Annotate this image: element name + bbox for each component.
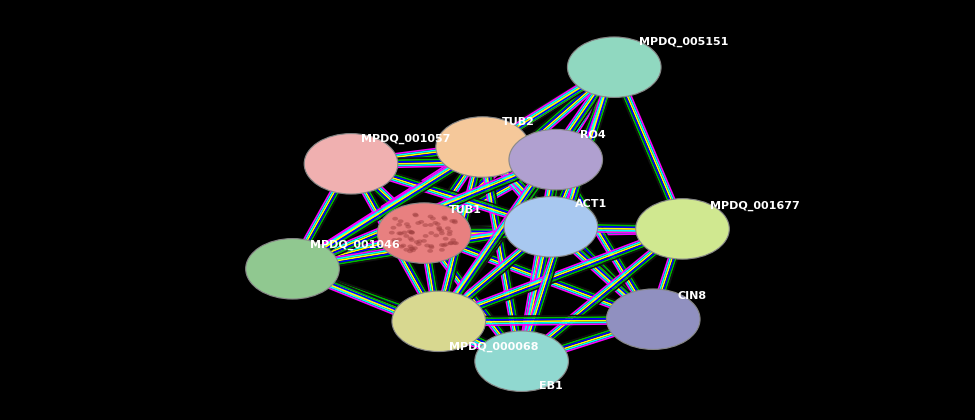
Ellipse shape — [436, 117, 529, 177]
Ellipse shape — [450, 238, 456, 242]
Ellipse shape — [433, 221, 439, 225]
Ellipse shape — [435, 222, 441, 226]
Ellipse shape — [396, 223, 402, 227]
Ellipse shape — [445, 226, 450, 230]
Ellipse shape — [397, 231, 403, 235]
Text: RO4: RO4 — [580, 130, 605, 140]
Ellipse shape — [408, 236, 413, 240]
Ellipse shape — [439, 231, 445, 235]
Ellipse shape — [448, 241, 453, 245]
Ellipse shape — [401, 244, 407, 247]
Text: EB1: EB1 — [539, 381, 563, 391]
Ellipse shape — [422, 223, 428, 227]
Ellipse shape — [509, 129, 603, 190]
Ellipse shape — [389, 231, 395, 234]
Ellipse shape — [428, 231, 434, 235]
Ellipse shape — [421, 239, 427, 243]
Text: TUB2: TUB2 — [502, 117, 535, 127]
Ellipse shape — [441, 244, 447, 247]
Ellipse shape — [411, 246, 417, 250]
Text: ACT1: ACT1 — [575, 199, 607, 209]
Ellipse shape — [443, 237, 449, 241]
Ellipse shape — [392, 217, 398, 220]
Ellipse shape — [439, 229, 445, 233]
Ellipse shape — [430, 217, 436, 220]
Ellipse shape — [406, 225, 411, 228]
Ellipse shape — [427, 249, 433, 253]
Ellipse shape — [606, 289, 700, 349]
Ellipse shape — [402, 231, 408, 234]
Ellipse shape — [408, 249, 413, 253]
Text: MPDQ_000068: MPDQ_000068 — [448, 341, 538, 352]
Ellipse shape — [392, 240, 398, 244]
Ellipse shape — [475, 331, 568, 391]
Ellipse shape — [410, 247, 415, 250]
Ellipse shape — [443, 242, 449, 246]
Ellipse shape — [442, 215, 448, 219]
Ellipse shape — [452, 220, 458, 224]
Ellipse shape — [413, 213, 419, 217]
Ellipse shape — [437, 227, 443, 231]
Ellipse shape — [410, 248, 416, 252]
Ellipse shape — [377, 203, 471, 263]
Ellipse shape — [398, 219, 404, 223]
Ellipse shape — [409, 238, 414, 242]
Ellipse shape — [392, 291, 486, 352]
Ellipse shape — [404, 234, 410, 238]
Ellipse shape — [404, 222, 410, 226]
Text: TUB1: TUB1 — [448, 205, 482, 215]
Ellipse shape — [433, 234, 439, 237]
Ellipse shape — [442, 217, 448, 221]
Text: MPDQ_001057: MPDQ_001057 — [361, 134, 450, 144]
Ellipse shape — [451, 219, 457, 223]
Ellipse shape — [418, 220, 424, 224]
Ellipse shape — [428, 223, 434, 227]
Text: CIN8: CIN8 — [678, 291, 707, 301]
Ellipse shape — [398, 231, 404, 235]
Ellipse shape — [399, 245, 405, 249]
Ellipse shape — [415, 242, 421, 246]
Ellipse shape — [448, 241, 453, 245]
Ellipse shape — [504, 197, 598, 257]
Ellipse shape — [451, 241, 457, 245]
Text: MPDQ_001046: MPDQ_001046 — [310, 239, 400, 249]
Ellipse shape — [447, 230, 452, 234]
Ellipse shape — [410, 231, 415, 235]
Text: MPDQ_005151: MPDQ_005151 — [639, 37, 728, 47]
Ellipse shape — [416, 239, 422, 243]
Ellipse shape — [424, 244, 430, 247]
Ellipse shape — [391, 226, 397, 230]
Ellipse shape — [567, 37, 661, 97]
Ellipse shape — [429, 245, 435, 249]
Ellipse shape — [439, 243, 445, 247]
Ellipse shape — [453, 241, 459, 245]
Ellipse shape — [428, 244, 434, 248]
Text: MPDQ_001677: MPDQ_001677 — [710, 201, 799, 211]
Ellipse shape — [436, 226, 442, 230]
Ellipse shape — [408, 244, 413, 248]
Ellipse shape — [415, 221, 421, 225]
Ellipse shape — [407, 230, 412, 234]
Ellipse shape — [391, 238, 397, 242]
Ellipse shape — [246, 239, 339, 299]
Ellipse shape — [423, 234, 429, 238]
Ellipse shape — [409, 231, 414, 234]
Ellipse shape — [636, 199, 729, 259]
Ellipse shape — [304, 134, 398, 194]
Ellipse shape — [428, 215, 434, 218]
Ellipse shape — [396, 238, 402, 241]
Ellipse shape — [414, 240, 420, 244]
Ellipse shape — [412, 213, 418, 216]
Ellipse shape — [439, 248, 445, 252]
Ellipse shape — [449, 219, 455, 223]
Ellipse shape — [409, 230, 414, 234]
Ellipse shape — [394, 243, 400, 247]
Ellipse shape — [447, 232, 452, 236]
Ellipse shape — [409, 247, 414, 251]
Ellipse shape — [404, 248, 410, 252]
